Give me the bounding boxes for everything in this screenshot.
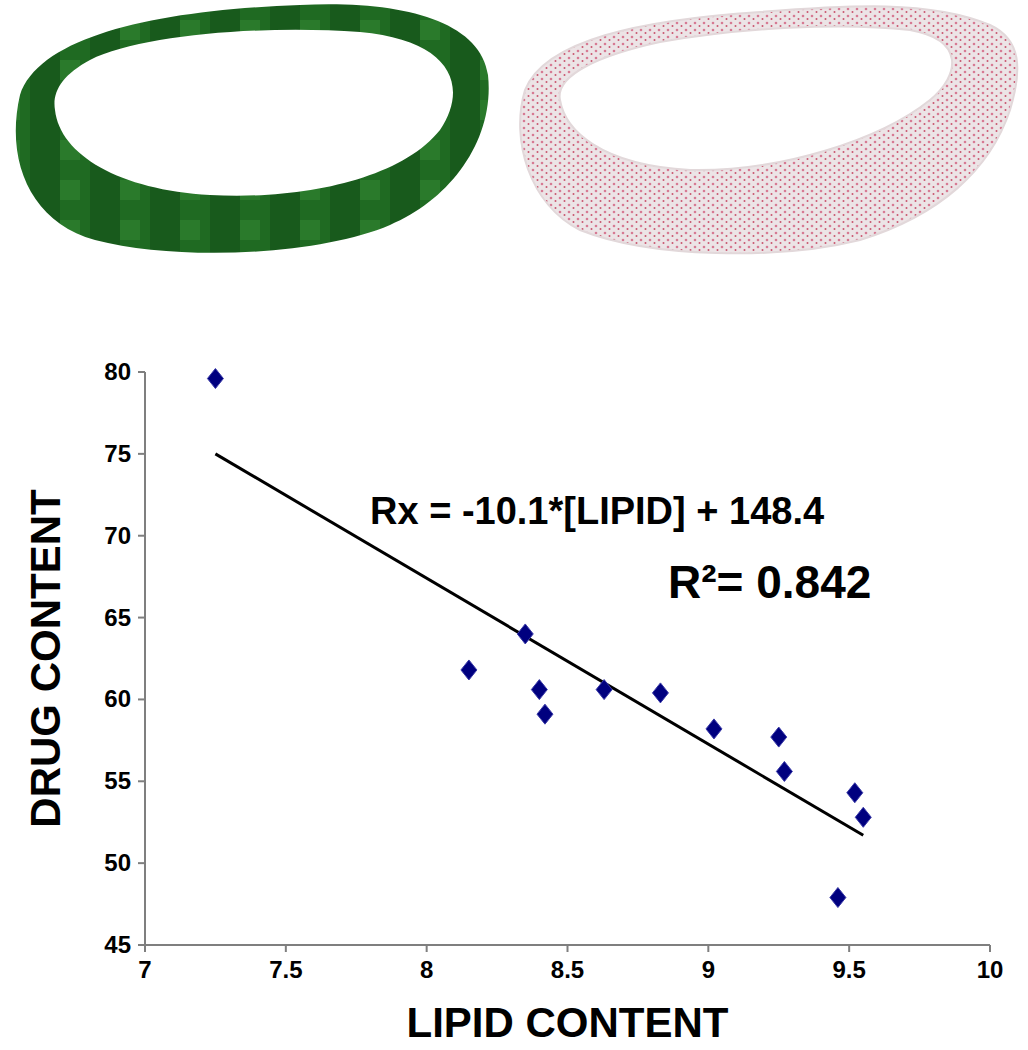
x-tick <box>707 945 709 952</box>
data-point <box>207 369 223 389</box>
y-tick-label: 65 <box>104 604 131 631</box>
x-tick-label: 7.5 <box>269 956 302 983</box>
y-tick-label: 70 <box>104 522 131 549</box>
y-tick-label: 75 <box>104 440 131 467</box>
data-point <box>706 719 722 739</box>
y-axis-line <box>144 372 146 945</box>
data-point <box>776 761 792 781</box>
data-point <box>537 704 553 724</box>
y-tick-label: 50 <box>104 849 131 876</box>
data-point <box>830 888 846 908</box>
x-tick-label: 9 <box>702 956 715 983</box>
data-point <box>596 680 612 700</box>
x-tick <box>144 945 146 952</box>
x-axis-title: LIPID CONTENT <box>407 999 729 1046</box>
data-point <box>847 783 863 803</box>
y-tick <box>138 371 145 373</box>
y-tick-label: 80 <box>104 358 131 385</box>
chart-canvas: 45 50 55 60 65 70 75 80 7 7.5 8 8.5 9 9.5 10 LIPID CONT… <box>0 0 1028 1050</box>
y-axis-title: DRUG CONTENT <box>22 489 69 828</box>
x-tick-label: 9.5 <box>832 956 865 983</box>
equation-annotation: Rx = -10.1*[LIPID] + 148.4 <box>370 490 824 532</box>
y-tick <box>138 617 145 619</box>
x-tick <box>567 945 569 952</box>
data-point <box>771 727 787 747</box>
data-point <box>855 807 871 827</box>
y-tick <box>138 453 145 455</box>
data-point <box>652 683 668 703</box>
y-tick <box>138 535 145 537</box>
regression-line <box>215 454 863 835</box>
y-tick-label: 45 <box>104 931 131 958</box>
r-squared-annotation: R²= 0.842 <box>668 556 871 608</box>
data-point <box>531 680 547 700</box>
stained-section <box>520 6 1017 253</box>
x-tick <box>426 945 428 952</box>
data-point <box>517 624 533 644</box>
y-tick-label: 55 <box>104 767 131 794</box>
x-tick <box>848 945 850 952</box>
y-tick <box>138 780 145 782</box>
y-tick <box>138 698 145 700</box>
plot-area <box>207 369 871 908</box>
x-tick-label: 7 <box>138 956 151 983</box>
x-tick-label: 8.5 <box>551 956 584 983</box>
data-point <box>461 660 477 680</box>
y-tick-label: 60 <box>104 685 131 712</box>
x-tick <box>989 945 991 952</box>
y-tick <box>138 944 145 946</box>
y-tick <box>138 862 145 864</box>
fluorescence-section <box>16 4 489 253</box>
x-tick-label: 8 <box>420 956 433 983</box>
x-tick-label: 10 <box>977 956 1004 983</box>
x-tick <box>285 945 287 952</box>
